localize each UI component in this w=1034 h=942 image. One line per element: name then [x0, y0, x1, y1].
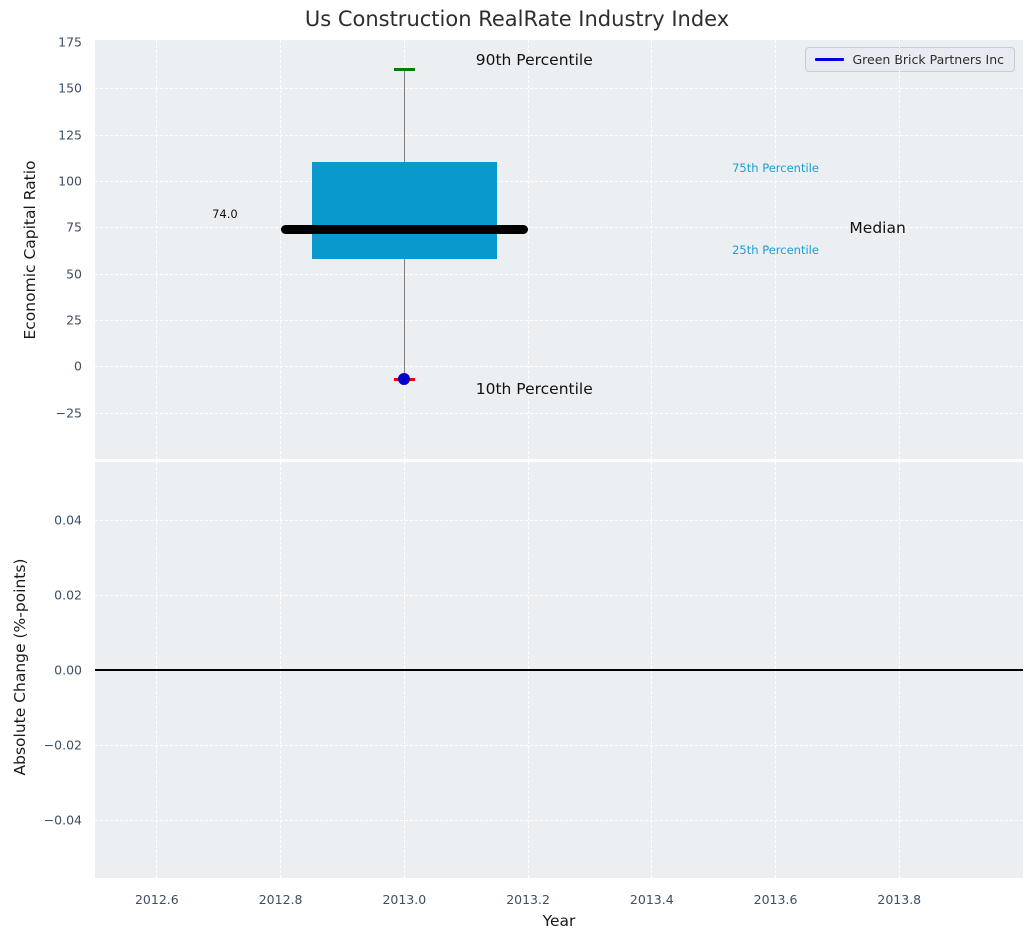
top-y-tick-label: 100 [58, 173, 82, 189]
gridline-horizontal [95, 366, 1023, 368]
x-tick-label: 2012.8 [258, 892, 303, 907]
gridline-horizontal [95, 180, 1023, 182]
top-y-tick-label: 125 [58, 127, 82, 143]
bottom-y-tick-label: 0.00 [54, 662, 82, 678]
gridline-horizontal [95, 744, 1023, 746]
bottom-y-tick-label: 0.04 [54, 512, 82, 528]
top-y-tick-label: 150 [58, 80, 82, 96]
annotation-median-value: 74.0 [212, 207, 238, 222]
x-tick-label: 2013.8 [877, 892, 922, 907]
x-tick-label: 2012.6 [134, 892, 179, 907]
whisker-cap-90th [393, 68, 415, 72]
annotation-10th-percentile: 10th Percentile [475, 379, 593, 398]
gridline-horizontal [95, 88, 1023, 90]
x-tick-label: 2013.6 [753, 892, 798, 907]
annotation-75th-percentile: 75th Percentile [732, 160, 819, 175]
legend-line-sample [814, 58, 844, 61]
annotation-25th-percentile: 25th Percentile [732, 242, 819, 257]
gridline-horizontal [95, 412, 1023, 414]
top-y-tick-label: 0 [74, 358, 82, 374]
gridline-vertical [898, 40, 900, 459]
gridline-horizontal [95, 319, 1023, 321]
bottom-y-tick-label: −0.04 [43, 812, 82, 828]
gridline-vertical [527, 40, 529, 459]
top-y-tick-label: −25 [55, 405, 82, 421]
median-line [280, 224, 529, 234]
gridline-vertical [775, 40, 777, 459]
top-y-tick-label: 175 [58, 34, 82, 50]
legend-series-label: Green Brick Partners Inc [852, 52, 1005, 67]
gridline-horizontal [95, 819, 1023, 821]
top-y-tick-label: 25 [66, 312, 82, 328]
gridline-horizontal [95, 134, 1023, 136]
legend: Green Brick Partners Inc [804, 47, 1015, 72]
gridline-horizontal [95, 595, 1023, 597]
top-y-tick-label: 75 [66, 219, 82, 235]
x-axis-label: Year [542, 912, 576, 930]
gridline-horizontal [95, 520, 1023, 522]
chart-title: Us Construction RealRate Industry Index [304, 7, 730, 31]
x-tick-label: 2013.0 [382, 892, 427, 907]
bottom-y-tick-label: −0.02 [43, 737, 82, 753]
zero-line [95, 669, 1023, 671]
bottom-y-tick-label: 0.02 [54, 587, 82, 603]
top-y-tick-label: 50 [66, 266, 82, 282]
x-tick-label: 2013.2 [506, 892, 550, 907]
x-tick-label: 2013.4 [629, 892, 674, 907]
annotation-90th-percentile: 90th Percentile [475, 51, 593, 70]
company-data-point [398, 373, 411, 386]
gridline-vertical [280, 40, 282, 459]
bottom-plot-area [95, 462, 1023, 878]
gridline-vertical [156, 40, 158, 459]
gridline-horizontal [95, 227, 1023, 229]
top-plot-area: Green Brick Partners Inc 90th Percentile… [95, 40, 1023, 459]
iqr-box [311, 162, 498, 259]
gridline-vertical [651, 40, 653, 459]
gridline-horizontal [95, 273, 1023, 275]
annotation-median: Median [849, 219, 906, 238]
